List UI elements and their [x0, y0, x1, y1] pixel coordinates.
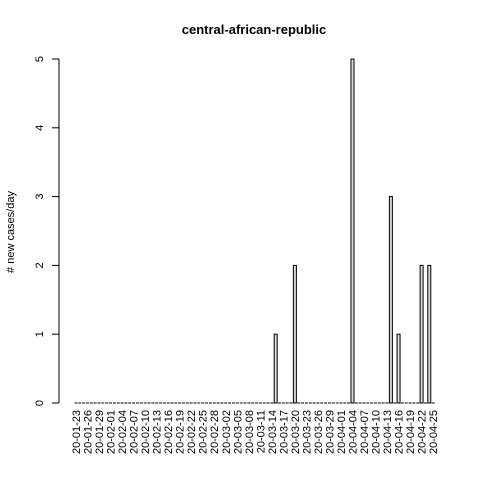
x-tick-label: 20-04-13 — [382, 410, 394, 454]
bar — [396, 333, 401, 404]
x-tick-label: 20-01-26 — [83, 410, 95, 454]
x-tick-label: 20-03-02 — [221, 410, 233, 454]
x-tick-label: 20-03-23 — [301, 410, 313, 454]
bar — [292, 264, 297, 404]
x-tick-label: 20-02-13 — [152, 410, 164, 454]
x-tick-label: 20-03-20 — [290, 410, 302, 454]
y-tick-label: 5 — [34, 56, 46, 62]
x-tick-label: 20-04-04 — [347, 410, 359, 454]
x-tick-label: 20-03-17 — [278, 410, 290, 454]
x-tick-label: 20-03-26 — [313, 410, 325, 454]
x-tick-label: 20-02-07 — [129, 410, 141, 454]
x-tick-label: 20-01-29 — [94, 410, 106, 454]
x-tick-label: 20-04-19 — [405, 410, 417, 454]
x-tick-label: 20-02-22 — [186, 410, 198, 454]
x-tick-label: 20-02-01 — [106, 410, 118, 454]
chart-title: central-african-republic — [182, 22, 327, 37]
y-tick-label: 0 — [34, 400, 46, 406]
y-tick-label: 2 — [34, 262, 46, 268]
x-tick-label: 20-04-10 — [371, 410, 383, 454]
x-tick-label: 20-03-29 — [324, 410, 336, 454]
bar — [388, 196, 393, 404]
x-tick-label: 20-03-14 — [267, 410, 279, 454]
x-tick-label: 20-02-04 — [117, 410, 129, 454]
x-tick-label: 20-02-10 — [140, 410, 152, 454]
x-axis: 20-01-23 20-01-26 20-01-29 20-02-01 20-02-04… — [71, 410, 440, 454]
x-tick-label: 20-04-22 — [417, 410, 429, 454]
x-tick-label: 20-01-23 — [71, 410, 83, 454]
bar — [427, 264, 432, 404]
x-tick-label: 20-02-25 — [198, 410, 210, 454]
bars-group — [74, 58, 435, 404]
y-axis-label: # new cases/day — [5, 191, 17, 273]
x-tick-label: 20-03-08 — [244, 410, 256, 454]
bar — [350, 58, 355, 404]
y-tick-label: 1 — [34, 331, 46, 337]
x-tick-label: 20-04-01 — [336, 410, 348, 454]
x-tick-label: 20-02-19 — [175, 410, 187, 454]
x-tick-label: 20-02-28 — [209, 410, 221, 454]
bar — [419, 264, 424, 404]
x-tick-label: 20-04-25 — [428, 410, 440, 454]
bar — [273, 333, 278, 404]
x-tick-label: 20-04-16 — [394, 410, 406, 454]
x-tick-label: 20-03-11 — [255, 410, 267, 453]
x-tick-label: 20-04-07 — [359, 410, 371, 454]
x-tick-label: 20-02-16 — [163, 410, 175, 454]
x-tick-label: 20-03-05 — [232, 410, 244, 454]
y-axis: 0 1 2 3 4 5 — [34, 56, 60, 406]
y-tick-label: 3 — [34, 194, 46, 200]
y-tick-label: 4 — [34, 125, 46, 131]
